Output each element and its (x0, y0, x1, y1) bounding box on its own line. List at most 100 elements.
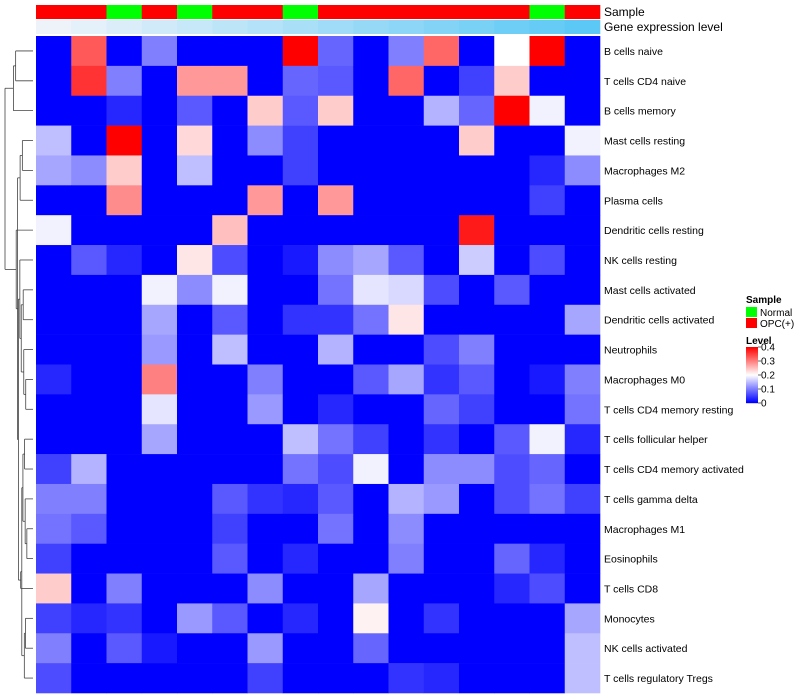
heatmap-cell (282, 125, 319, 156)
heatmap-cell (564, 454, 601, 485)
heatmap-cell (318, 185, 354, 216)
level-legend-gradient-step (746, 351, 758, 353)
heatmap-cell (494, 185, 530, 216)
level-legend-gradient-step (746, 355, 758, 357)
level-legend-gradient-step (746, 348, 758, 350)
heatmap-cell (106, 394, 143, 425)
level-legend-gradient-step (746, 380, 758, 382)
heatmap-cell (353, 304, 389, 335)
heatmap-cell (71, 364, 107, 395)
heatmap-cell (141, 483, 178, 515)
heatmap-cell (353, 334, 389, 365)
heatmap-cell (564, 394, 601, 425)
heatmap-cell (71, 543, 107, 574)
heatmap-cell (247, 334, 284, 365)
heatmap-cell (388, 245, 425, 276)
expression-annotation-cell (282, 20, 319, 34)
heatmap-cell (71, 185, 107, 216)
heatmap-cell (529, 36, 566, 67)
heatmap-cell (177, 663, 213, 694)
heatmap-cell (423, 215, 460, 246)
heatmap-cell (106, 125, 143, 156)
heatmap-cell (71, 663, 107, 694)
level-legend-gradient-step (746, 373, 758, 375)
level-legend-gradient-step (746, 362, 758, 364)
expression-annotation-cell (423, 20, 460, 34)
heatmap-cell (318, 364, 354, 395)
level-legend-gradient-step (746, 401, 758, 403)
heatmap-cell (141, 36, 178, 67)
heatmap-cell (177, 334, 213, 365)
heatmap-cell (177, 543, 213, 574)
heatmap-cell (247, 633, 284, 664)
heatmap-cell (177, 483, 213, 515)
level-legend-gradient-step (746, 374, 758, 376)
heatmap-cell (36, 483, 72, 515)
heatmap-cell (282, 424, 319, 455)
row-label: NK cells resting (604, 255, 677, 267)
heatmap-cell (423, 513, 460, 544)
heatmap-cell (247, 36, 284, 67)
heatmap-cell (388, 95, 425, 126)
level-legend-tick-label: 0.3 (761, 357, 775, 368)
row-label: Macrophages M1 (604, 524, 685, 536)
heatmap-cell (564, 334, 601, 365)
heatmap-cell (106, 633, 143, 664)
level-legend-gradient-step (746, 361, 758, 363)
level-legend-gradient-step (746, 379, 758, 381)
level-legend-gradient-step (746, 368, 758, 370)
heatmap-cell (212, 36, 248, 67)
heatmap-cell (36, 454, 72, 485)
heatmap-cell (423, 155, 460, 186)
heatmap-cell (564, 543, 601, 574)
heatmap-cell (106, 185, 143, 216)
heatmap-cell (141, 364, 178, 395)
heatmap-cell (212, 483, 248, 515)
level-legend-gradient-step (746, 375, 758, 377)
heatmap-cell (177, 424, 213, 455)
heatmap-cell (318, 394, 354, 425)
heatmap-cell (106, 513, 143, 544)
heatmap-cell (177, 125, 213, 156)
heatmap-cell (36, 245, 72, 276)
heatmap-cell (459, 424, 495, 455)
heatmap-cell (388, 424, 425, 455)
sample-legend-label: Normal (760, 308, 792, 319)
heatmap-cell (459, 95, 495, 126)
sample-annotation-cell (212, 5, 248, 19)
heatmap-cell (494, 603, 530, 634)
heatmap-cell (353, 364, 389, 395)
heatmap-cell (494, 454, 530, 485)
heatmap-cell (388, 663, 425, 694)
level-legend-gradient-step (746, 349, 758, 351)
heatmap-cell (388, 185, 425, 216)
heatmap-cell (177, 95, 213, 126)
heatmap-cell (529, 663, 566, 694)
heatmap-cell (282, 274, 319, 306)
heatmap-cell (247, 125, 284, 156)
level-legend-gradient-step (746, 394, 758, 396)
level-legend-gradient-step (746, 369, 758, 371)
heatmap-cell (494, 394, 530, 425)
level-legend-gradient-step (746, 395, 758, 397)
heatmap-cell (282, 155, 319, 186)
heatmap-cell (318, 125, 354, 156)
level-legend-tick-label: 0 (761, 399, 767, 410)
heatmap-cell (494, 36, 530, 67)
heatmap-cell (141, 185, 178, 216)
heatmap-cell (177, 185, 213, 216)
heatmap-cell (177, 245, 213, 276)
expression-annotation-cell (106, 20, 143, 34)
heatmap-cell (388, 633, 425, 664)
sample-legend-swatch (746, 307, 757, 317)
heatmap-cell (177, 573, 213, 604)
sample-annotation-cell (106, 5, 143, 19)
heatmap-cell (318, 36, 354, 67)
row-label: NK cells activated (604, 643, 688, 655)
heatmap-cell (459, 513, 495, 544)
heatmap-cell (388, 603, 425, 634)
level-legend-gradient-step (746, 365, 758, 367)
expression-track-label: Gene expression level (604, 20, 723, 34)
heatmap-cell (423, 394, 460, 425)
heatmap-cell (212, 155, 248, 186)
